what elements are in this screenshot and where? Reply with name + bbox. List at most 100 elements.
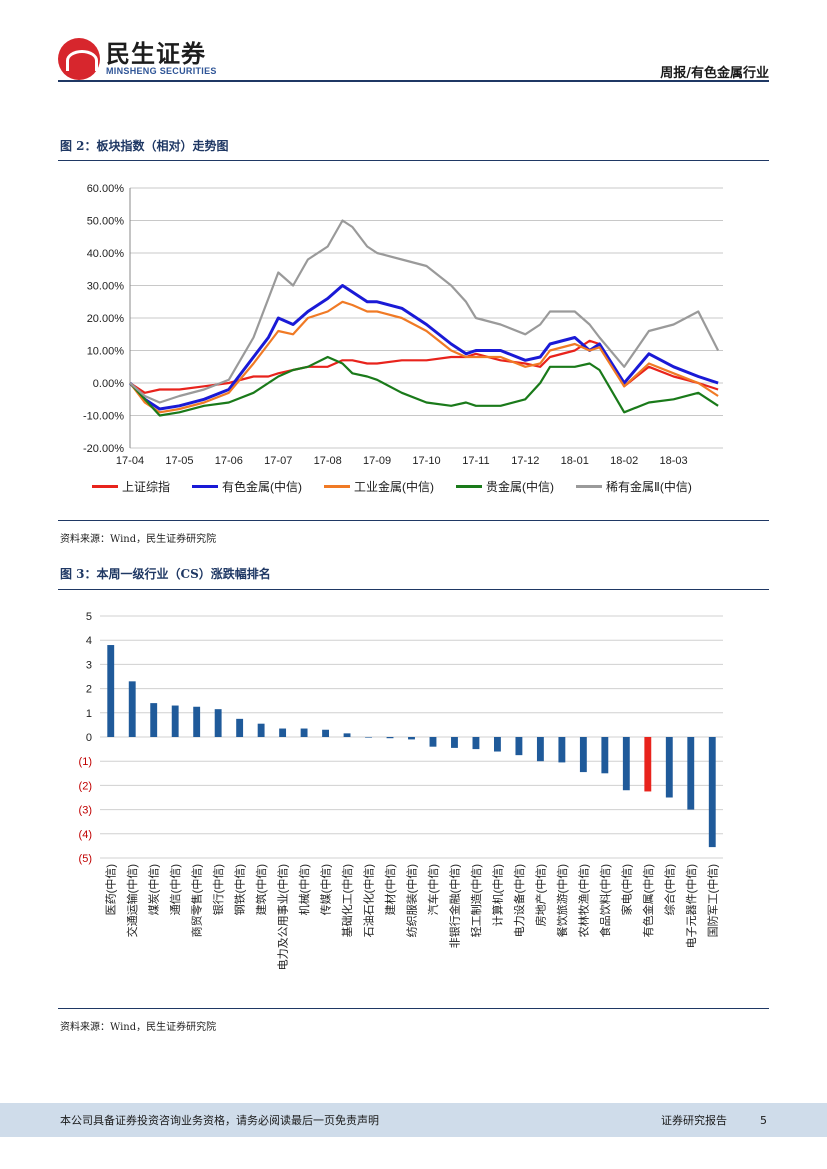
bar bbox=[107, 645, 115, 737]
bar bbox=[622, 737, 630, 791]
fig2-top-rule bbox=[58, 160, 769, 161]
bar bbox=[343, 733, 351, 737]
bar bbox=[279, 728, 287, 737]
legend-swatch bbox=[92, 485, 118, 488]
x-tick-label: 钢铁(中信) bbox=[234, 864, 247, 915]
y-tick-label: (5) bbox=[79, 853, 92, 865]
x-tick-label: 商贸零售(中信) bbox=[190, 864, 204, 937]
series-line bbox=[129, 355, 719, 417]
page-number: 5 bbox=[760, 1113, 767, 1127]
y-tick-label: 1 bbox=[86, 708, 92, 720]
x-tick-label: 石油石化(中信) bbox=[362, 864, 376, 937]
fig3-top-rule bbox=[58, 589, 769, 590]
bar bbox=[128, 681, 136, 737]
series-line bbox=[128, 284, 719, 411]
y-tick-label: 2 bbox=[86, 684, 92, 696]
bar bbox=[429, 737, 437, 747]
bar bbox=[171, 705, 179, 737]
bar bbox=[472, 737, 480, 750]
x-tick-label: 国防军工(中信) bbox=[705, 864, 719, 937]
legend-label: 上证综指 bbox=[122, 480, 171, 494]
x-tick-label: 非银行金融(中信) bbox=[447, 864, 461, 948]
legend-swatch bbox=[456, 485, 483, 488]
y-tick-label: 20.00% bbox=[87, 313, 125, 325]
legend-item: 上证综指 bbox=[92, 478, 170, 495]
bar bbox=[300, 728, 308, 737]
line-legend: 上证综指 有色金属(中信) 工业金属(中信) 贵金属(中信) 稀有金属Ⅱ(中信) bbox=[92, 478, 714, 495]
bar bbox=[665, 737, 673, 798]
x-tick-label: 17-06 bbox=[215, 455, 243, 467]
x-tick-label: 综合(中信) bbox=[662, 864, 676, 915]
bar bbox=[558, 737, 566, 763]
fig2-bottom-rule bbox=[58, 520, 769, 521]
bar bbox=[579, 737, 587, 773]
x-tick-label: 电子元器件(中信) bbox=[685, 864, 698, 948]
y-tick-label: 30.00% bbox=[87, 281, 125, 293]
bar bbox=[150, 703, 158, 737]
series-line bbox=[129, 219, 720, 404]
x-tick-label: 计算机(中信) bbox=[490, 864, 504, 926]
x-tick-label: 纺织服装(中信) bbox=[405, 864, 419, 937]
bar bbox=[536, 737, 544, 762]
footer-report-type: 证券研究报告 bbox=[661, 1114, 727, 1127]
legend-swatch bbox=[576, 485, 603, 488]
y-tick-label: 0 bbox=[86, 732, 92, 744]
company-logo: 民生证券 MINSHENG SECURITIES bbox=[58, 38, 217, 80]
legend-item: 工业金属(中信) bbox=[324, 478, 434, 495]
fig2-title: 图 2：板块指数（相对）走势图 bbox=[60, 139, 229, 153]
legend-label: 稀有金属Ⅱ(中信) bbox=[606, 480, 692, 494]
footer-disclaimer: 本公司具备证券投资咨询业务资格，请务必阅读最后一页免责声明 bbox=[60, 1114, 379, 1127]
logo-en: MINSHENG SECURITIES bbox=[106, 66, 217, 76]
bar-chart: 5 4 3 2 1 0 (1) (2) (3) (4) (5) 医药(中信) 交通运输(中信) 煤炭(中信… bbox=[79, 611, 723, 970]
bar bbox=[257, 723, 265, 737]
bar bbox=[493, 737, 501, 752]
x-tick-label: 17-12 bbox=[511, 455, 539, 467]
y-tick-label: (1) bbox=[79, 756, 92, 768]
fig3-bottom-rule bbox=[58, 1008, 769, 1009]
y-tick-label: (2) bbox=[79, 780, 92, 792]
x-tick-label: 轻工制造(中信) bbox=[469, 864, 483, 937]
y-tick-label: -20.00% bbox=[83, 443, 124, 455]
x-tick-label: 煤炭(中信) bbox=[148, 864, 161, 915]
bar bbox=[214, 709, 222, 737]
bar bbox=[408, 737, 415, 740]
x-tick-label: 电力设备(中信) bbox=[512, 864, 526, 937]
x-tick-label: 17-10 bbox=[412, 455, 440, 467]
y-tick-label: -10.00% bbox=[83, 411, 124, 423]
x-tick-label: 18-01 bbox=[561, 455, 589, 467]
x-tick-label: 建筑(中信) bbox=[254, 864, 268, 915]
y-tick-label: 50.00% bbox=[87, 216, 125, 228]
bar bbox=[365, 737, 372, 738]
x-tick-label: 医药(中信) bbox=[105, 864, 118, 915]
x-tick-label: 17-09 bbox=[363, 455, 391, 467]
bar bbox=[644, 737, 652, 792]
legend-swatch bbox=[324, 485, 351, 488]
logo-icon bbox=[58, 38, 100, 80]
y-tick-label: 3 bbox=[86, 659, 92, 671]
legend-item: 稀有金属Ⅱ(中信) bbox=[576, 478, 692, 495]
x-tick-label: 传媒(中信) bbox=[320, 864, 333, 915]
x-tick-label: 电力及公用事业(中信) bbox=[277, 864, 290, 970]
bar bbox=[236, 718, 244, 737]
legend-label: 工业金属(中信) bbox=[354, 480, 435, 494]
x-tick-label: 有色金属(中信) bbox=[641, 864, 655, 937]
logo-cn: 民生证券 bbox=[106, 40, 206, 68]
bar bbox=[687, 737, 695, 810]
bar bbox=[515, 737, 523, 756]
x-tick-label: 17-07 bbox=[264, 455, 292, 467]
x-tick-label: 18-02 bbox=[610, 455, 638, 467]
legend-swatch bbox=[192, 485, 219, 488]
y-tick-label: (4) bbox=[79, 829, 92, 841]
x-tick-label: 房地产(中信) bbox=[533, 864, 547, 926]
x-tick-label: 餐饮旅游(中信) bbox=[555, 864, 569, 937]
y-tick-label: 60.00% bbox=[87, 183, 125, 195]
fig2-source: 资料来源：Wind，民生证券研究院 bbox=[60, 534, 217, 545]
x-tick-label: 银行(中信) bbox=[211, 864, 225, 915]
fig3-title: 图 3：本周一级行业（CS）涨跌幅排名 bbox=[60, 567, 271, 581]
y-tick-label: 0.00% bbox=[93, 378, 124, 390]
bar bbox=[322, 729, 330, 737]
y-tick-label: 5 bbox=[86, 611, 92, 623]
legend-label: 有色金属(中信) bbox=[222, 480, 303, 494]
x-tick-label: 17-08 bbox=[314, 455, 342, 467]
bar bbox=[451, 737, 458, 748]
